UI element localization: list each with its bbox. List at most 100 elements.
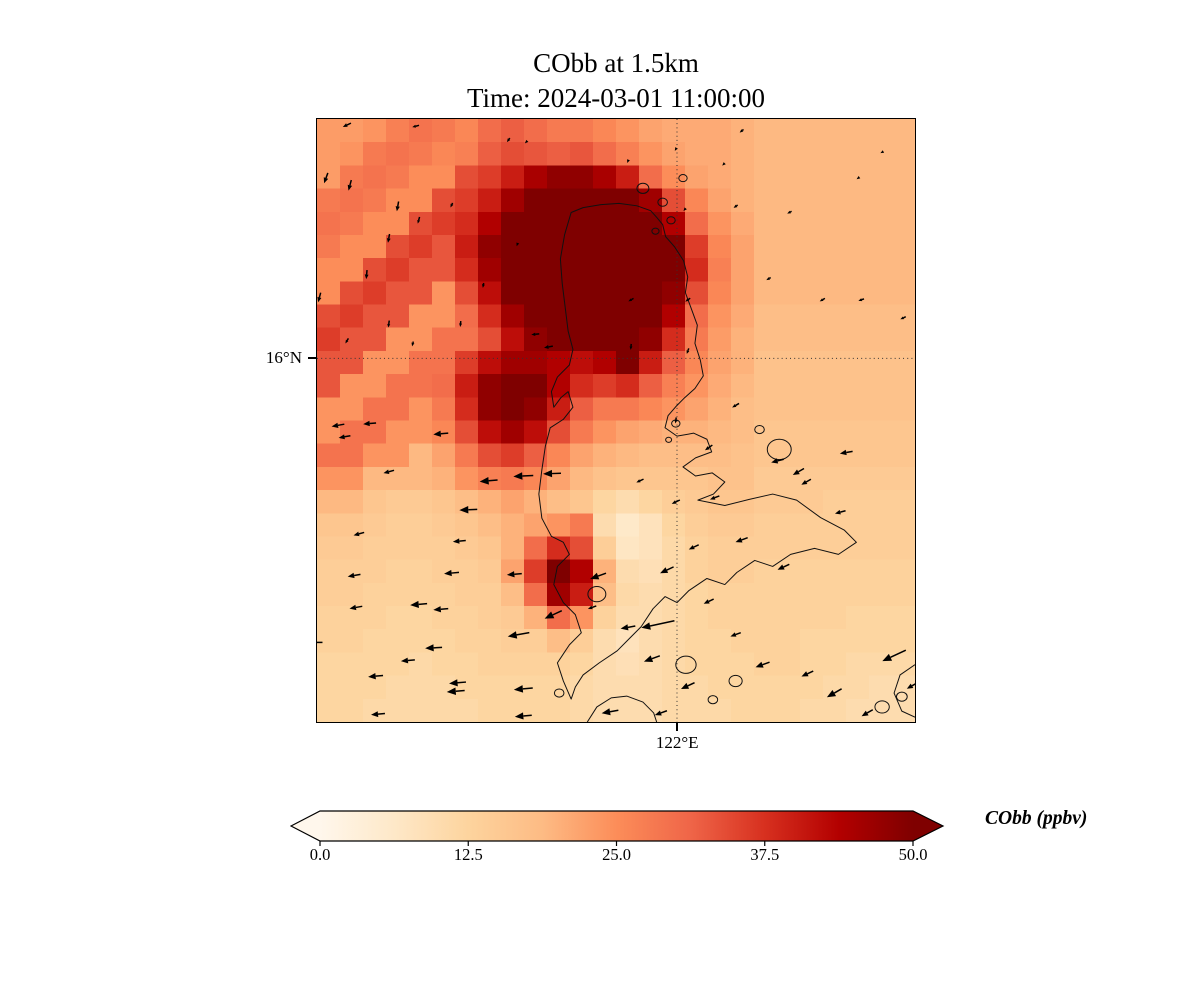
colorbar-tick-label: 12.5: [453, 845, 483, 864]
wind-arrow-head: [387, 323, 391, 328]
wind-arrow-shaft: [337, 423, 345, 427]
wind-arrow-shaft: [822, 297, 826, 301]
wind-arrow-shaft: [840, 510, 846, 513]
wind-arrow-head: [459, 506, 469, 514]
wind-arrow-head: [433, 430, 442, 437]
wind-arrow-shaft: [783, 563, 790, 568]
wind-arrow-shaft: [522, 687, 533, 690]
wind-arrow-head: [347, 184, 353, 191]
wind-arrow-head: [544, 345, 549, 349]
island-outline: [874, 700, 890, 714]
island-outline: [657, 197, 668, 207]
wind-arrow-head: [395, 206, 400, 212]
colorbar-tick-label: 50.0: [898, 845, 928, 864]
wind-arrow-head: [513, 685, 524, 693]
wind-arrow-shaft: [407, 659, 415, 662]
wind-arrow-head: [839, 449, 847, 456]
wind-arrow-shaft: [890, 649, 907, 659]
wind-arrow-shaft: [861, 298, 865, 301]
wind-arrow-head: [417, 219, 421, 224]
island-outline: [754, 424, 765, 435]
wind-arrow-head: [411, 342, 415, 347]
wind-arrow-head: [906, 683, 914, 689]
wind-arrow-head: [703, 599, 710, 604]
wind-arrow-shaft: [346, 337, 350, 341]
wind-arrow-head: [531, 332, 536, 336]
wind-arrow-head: [620, 624, 629, 631]
wind-arrow-head: [364, 274, 369, 280]
wind-arrow-shaft: [807, 670, 814, 675]
wind-arrow-head: [882, 653, 893, 662]
wind-arrow-shaft: [833, 688, 842, 694]
wind-arrow-shaft: [355, 605, 363, 609]
wind-arrow-shaft: [762, 661, 770, 666]
wind-arrow-shaft: [609, 709, 619, 713]
island-outline: [587, 586, 607, 603]
wind-arrow-shaft: [597, 572, 607, 577]
wind-arrow-shaft: [639, 478, 644, 482]
wind-arrow-shaft: [651, 655, 661, 660]
wind-arrow-head: [513, 472, 523, 480]
wind-arrow-shaft: [440, 607, 449, 610]
island-outline: [675, 655, 697, 674]
wind-arrow-shaft: [735, 631, 742, 636]
wind-arrow-shaft: [552, 609, 563, 616]
colorbar-tick-label: 25.0: [602, 845, 631, 864]
wind-arrow-head: [826, 690, 837, 698]
wind-arrow-head: [410, 600, 419, 608]
wind-arrow-shaft: [708, 598, 714, 603]
wind-arrow-head: [660, 567, 669, 574]
wind-arrow-shaft: [903, 316, 907, 319]
wind-arrow-shaft: [418, 602, 428, 606]
wind-arrow-head: [363, 420, 370, 427]
island-outline: [728, 674, 743, 688]
wind-arrow-shaft: [708, 444, 713, 449]
wind-arrow-head: [449, 679, 458, 687]
wind-arrow-shaft: [349, 179, 353, 186]
coastline-mainland: [538, 202, 857, 700]
wind-arrow-head: [755, 661, 764, 668]
island-outline: [707, 695, 719, 705]
wind-arrow-head: [861, 710, 869, 717]
wind-arrow-head: [834, 509, 841, 515]
wind-arrow-head: [543, 469, 553, 478]
wind-arrow-head: [601, 708, 611, 716]
wind-arrow-head: [688, 545, 695, 550]
wind-arrow-head: [730, 632, 737, 637]
lon-tick-mark: [676, 723, 678, 731]
wind-arrow-head: [654, 710, 662, 716]
wind-arrow-head: [880, 150, 885, 154]
wind-arrow-shaft: [798, 467, 805, 473]
wind-arrow-shaft: [451, 202, 454, 205]
island-outline: [666, 216, 676, 225]
wind-arrow-shaft: [666, 566, 674, 571]
wind-arrow-head: [819, 298, 824, 302]
island-outline: [665, 436, 673, 443]
wind-arrow-head: [524, 139, 529, 144]
colorbar-bar: [290, 810, 945, 842]
wind-arrow-head: [641, 622, 651, 630]
wind-arrow-head: [433, 606, 442, 613]
wind-arrow-head: [709, 495, 716, 500]
wind-arrow-head: [732, 403, 737, 408]
wind-arrow-head: [425, 644, 434, 652]
wind-arrow-head: [792, 469, 800, 476]
wind-arrow-head: [683, 207, 687, 211]
wind-arrow-shaft: [741, 128, 744, 131]
wind-arrow-shaft: [768, 276, 772, 279]
wind-arrow-head: [345, 339, 349, 344]
wind-arrow-head: [371, 711, 379, 718]
wind-arrow-shaft: [459, 539, 466, 542]
wind-arrow-head: [331, 422, 339, 428]
wind-arrow-head: [685, 298, 690, 302]
wind-arrow-shaft: [735, 402, 740, 407]
wind-arrow-shaft: [735, 204, 739, 207]
wind-arrow-shaft: [440, 432, 449, 435]
wind-arrow-head: [452, 538, 460, 544]
wind-arrow-head: [900, 316, 905, 320]
wind-arrow-shaft: [325, 172, 329, 179]
wind-arrow-head: [368, 673, 376, 680]
wind-arrow-shaft: [687, 681, 695, 687]
wind-arrow-shaft: [358, 531, 365, 535]
